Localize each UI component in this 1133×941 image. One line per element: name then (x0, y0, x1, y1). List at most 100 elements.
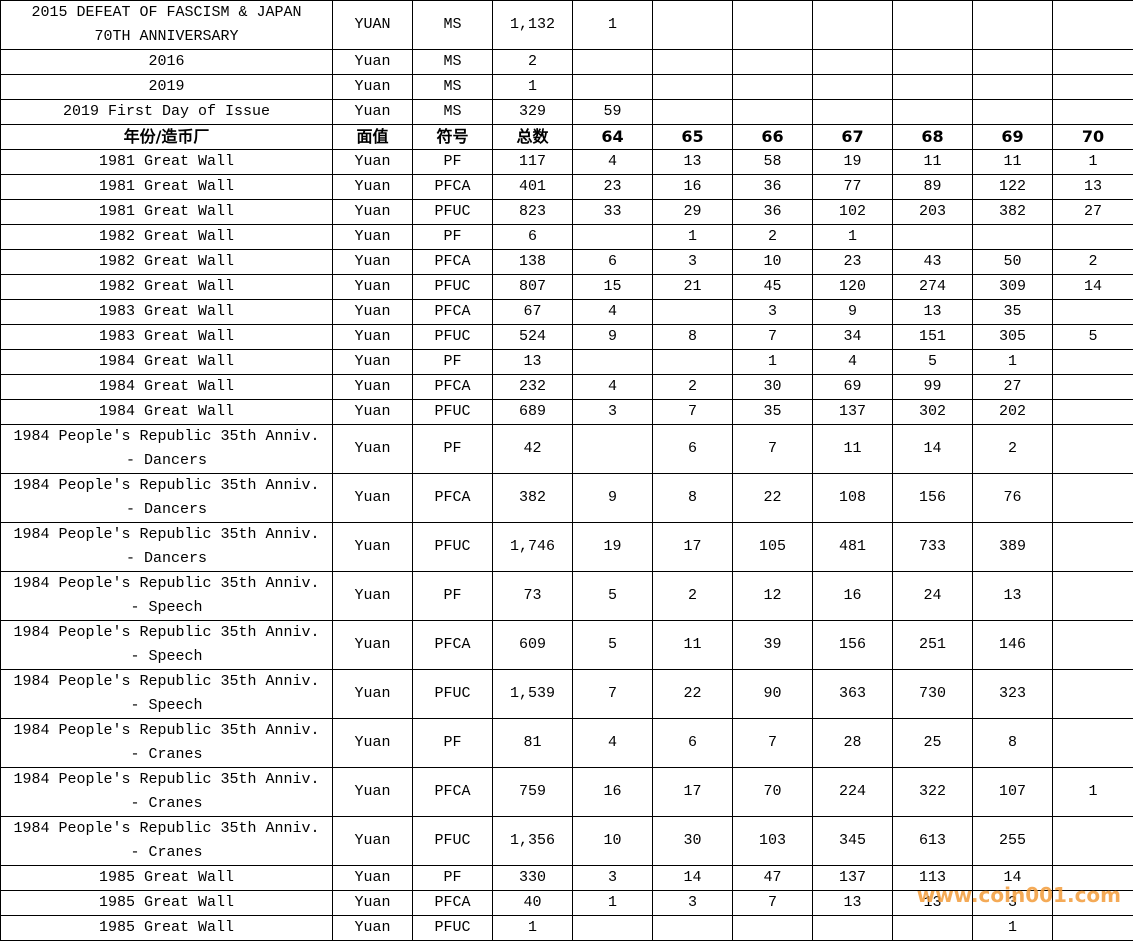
table-cell: 2 (653, 572, 733, 621)
table-cell: PF (413, 425, 493, 474)
table-cell: 3 (573, 400, 653, 425)
table-cell: PF (413, 572, 493, 621)
table-cell: Yuan (333, 225, 413, 250)
table-cell: 2 (1053, 250, 1133, 275)
table-cell: 1984 People's Republic 35th Anniv. - Dan… (1, 425, 333, 474)
table-cell: 17 (653, 768, 733, 817)
table-cell: 1981 Great Wall (1, 200, 333, 225)
header-cell: 69 (973, 125, 1053, 150)
table-cell: 322 (893, 768, 973, 817)
table-cell: 203 (893, 200, 973, 225)
table-cell: Yuan (333, 817, 413, 866)
table-cell (573, 50, 653, 75)
table-cell (573, 350, 653, 375)
table-cell: 2 (733, 225, 813, 250)
table-cell: 58 (733, 150, 813, 175)
table-cell: PFUC (413, 817, 493, 866)
table-cell: 19 (813, 150, 893, 175)
table-cell: 13 (493, 350, 573, 375)
table-cell: 21 (653, 275, 733, 300)
table-cell: 7 (653, 400, 733, 425)
table-cell (1053, 817, 1133, 866)
table-cell: 146 (973, 621, 1053, 670)
table-cell: 36 (733, 175, 813, 200)
table-cell: 14 (1053, 275, 1133, 300)
table-cell: Yuan (333, 400, 413, 425)
table-cell: 302 (893, 400, 973, 425)
table-cell: 329 (493, 100, 573, 125)
table-cell: 45 (733, 275, 813, 300)
table-cell: PFUC (413, 523, 493, 572)
table-cell: 9 (573, 325, 653, 350)
table-cell (653, 300, 733, 325)
table-cell: PFUC (413, 275, 493, 300)
table-cell: 5 (573, 621, 653, 670)
table-cell: 2 (493, 50, 573, 75)
table-cell: 251 (893, 621, 973, 670)
table-cell: 1984 Great Wall (1, 350, 333, 375)
table-cell: 309 (973, 275, 1053, 300)
table-cell: 12 (733, 572, 813, 621)
table-cell: 1984 Great Wall (1, 375, 333, 400)
table-cell: 6 (573, 250, 653, 275)
table-cell: 255 (973, 817, 1053, 866)
table-cell: 11 (653, 621, 733, 670)
table-cell: 8 (653, 474, 733, 523)
table-row: 1984 People's Republic 35th Anniv. - Dan… (1, 523, 1133, 572)
table-cell: 1982 Great Wall (1, 225, 333, 250)
table-cell: PFCA (413, 474, 493, 523)
table-cell (1053, 1, 1133, 50)
table-cell: 19 (573, 523, 653, 572)
table-cell: 481 (813, 523, 893, 572)
table-cell: 103 (733, 817, 813, 866)
table-cell (973, 50, 1053, 75)
table-cell: 16 (813, 572, 893, 621)
table-cell: 30 (733, 375, 813, 400)
table-cell: 2 (653, 375, 733, 400)
table-cell: 23 (573, 175, 653, 200)
table-cell (813, 1, 893, 50)
table-cell (973, 225, 1053, 250)
table-cell: 14 (893, 425, 973, 474)
table-row: 1984 People's Republic 35th Anniv. - Spe… (1, 572, 1133, 621)
table-cell (893, 1, 973, 50)
table-cell: 76 (973, 474, 1053, 523)
table-cell: 1 (813, 225, 893, 250)
table-cell: 120 (813, 275, 893, 300)
table-cell: 689 (493, 400, 573, 425)
table-cell (1053, 523, 1133, 572)
header-cell: 总数 (493, 125, 573, 150)
table-cell: Yuan (333, 866, 413, 891)
table-cell: MS (413, 50, 493, 75)
table-cell: Yuan (333, 768, 413, 817)
table-cell: 107 (973, 768, 1053, 817)
table-cell (1053, 621, 1133, 670)
header-cell: 68 (893, 125, 973, 150)
page: 2015 DEFEAT OF FASCISM & JAPAN 70TH ANNI… (0, 0, 1133, 919)
table-cell: 29 (653, 200, 733, 225)
table-cell: Yuan (333, 670, 413, 719)
table-cell: 35 (973, 300, 1053, 325)
header-cell: 65 (653, 125, 733, 150)
table-cell: 1984 People's Republic 35th Anniv. - Cra… (1, 817, 333, 866)
table-cell: Yuan (333, 719, 413, 768)
table-cell (653, 50, 733, 75)
table-cell (1053, 670, 1133, 719)
table-cell: 16 (653, 175, 733, 200)
table-cell: 1982 Great Wall (1, 275, 333, 300)
table-cell: Yuan (333, 300, 413, 325)
table-cell: 6 (653, 719, 733, 768)
table-cell: 90 (733, 670, 813, 719)
table-cell: 1 (653, 225, 733, 250)
table-cell (1053, 300, 1133, 325)
table-cell: PFCA (413, 175, 493, 200)
table-cell: 50 (973, 250, 1053, 275)
table-cell: 1983 Great Wall (1, 325, 333, 350)
